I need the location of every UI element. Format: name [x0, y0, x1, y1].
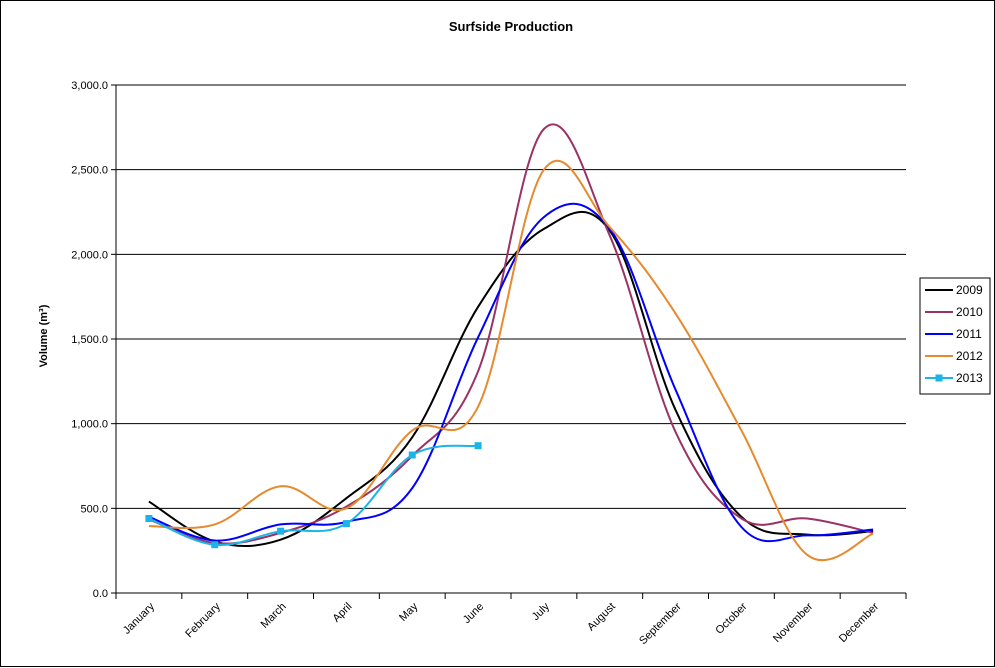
- legend-label-2009: 2009: [956, 283, 983, 297]
- y-tick-label: 0.0: [93, 588, 108, 600]
- legend: 2009 2010 2011 2012 2013: [919, 277, 991, 395]
- y-tick-label: 2,000.0: [71, 249, 108, 261]
- y-tick-label: 500.0: [80, 503, 108, 515]
- series-marker-2013: [342, 520, 350, 528]
- y-tick-label: 2,500.0: [71, 165, 108, 177]
- x-tick-label: October: [713, 600, 749, 636]
- legend-box: [919, 277, 991, 395]
- series-line-2013: [148, 444, 479, 546]
- series-marker-2013: [277, 527, 285, 535]
- series-marker-2013: [474, 442, 482, 450]
- legend-marker-2013: [935, 374, 943, 382]
- y-axis-title: Volume (m³): [38, 304, 50, 367]
- series-marker-2013: [408, 451, 416, 459]
- series-marker-2013: [211, 541, 219, 549]
- x-tick-label: May: [397, 600, 421, 624]
- legend-label-2011: 2011: [956, 327, 982, 341]
- x-tick-label: January: [121, 600, 158, 637]
- x-tick-label: September: [637, 600, 684, 647]
- x-tick-label: August: [585, 601, 618, 634]
- legend-label-2013: 2013: [956, 371, 983, 385]
- x-tick-label: December: [837, 600, 882, 645]
- legend-label-2010: 2010: [956, 305, 983, 319]
- legend-label-2012: 2012: [956, 349, 983, 363]
- series-line-2011: [148, 202, 874, 543]
- chart-title: Surfside Production: [449, 19, 573, 34]
- plot-area: 0.0 500.0 1,000.0 1,500.0 2,000.0 2,500.0 3,00…: [71, 80, 907, 647]
- series-line-2012: [148, 159, 874, 562]
- x-tick-label: June: [461, 601, 486, 626]
- x-tick-label: February: [183, 600, 223, 640]
- x-tick-label: March: [259, 601, 289, 631]
- y-tick-label: 1,500.0: [71, 334, 108, 346]
- x-tick-label: July: [530, 600, 553, 623]
- x-tick-label: November: [771, 600, 816, 645]
- y-tick-label: 1,000.0: [71, 419, 108, 431]
- series-marker-2013: [145, 514, 153, 522]
- x-tick-label: April: [330, 601, 354, 625]
- y-tick-label: 3,000.0: [71, 80, 108, 92]
